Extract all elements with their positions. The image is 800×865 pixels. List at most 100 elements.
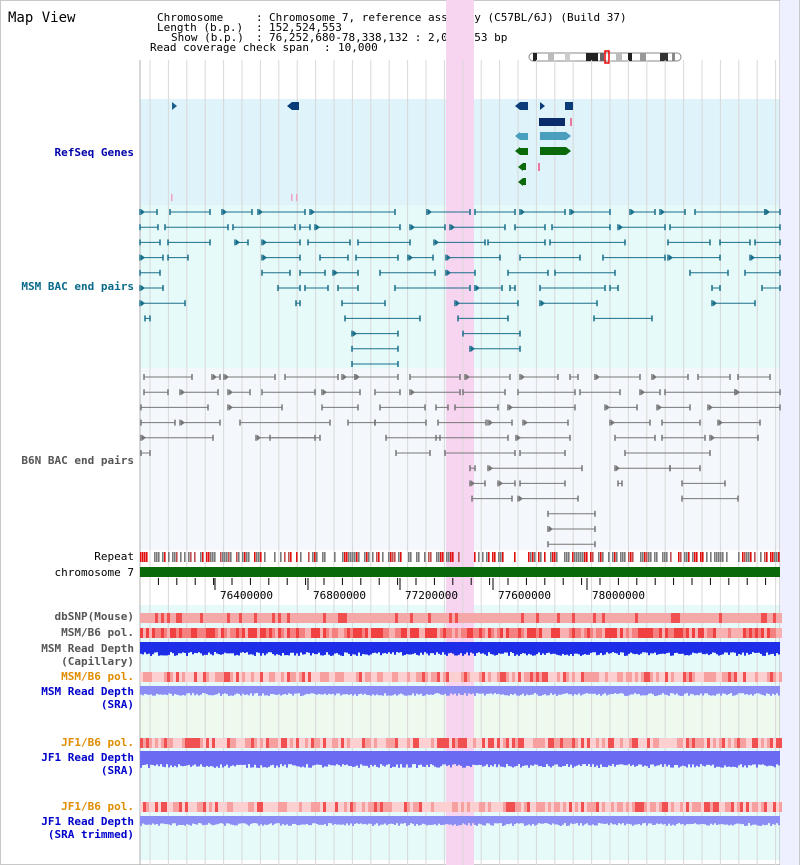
- jf1-pol-cell: [692, 738, 695, 748]
- dbsnp-cell: [680, 613, 683, 623]
- msm-sra-depth-bar: [294, 686, 296, 694]
- msm-capillary-depth-bar: [208, 642, 210, 653]
- jf1-trimmed-depth-bar: [392, 816, 394, 824]
- msm-sra-depth-bar: [772, 686, 774, 694]
- jf1-pol-cell: [506, 738, 509, 748]
- jf1-trimmed-depth-bar: [752, 816, 754, 825]
- msm-capillary-depth-bar: [634, 642, 636, 655]
- jf1-trimmed-depth-bar: [750, 816, 752, 826]
- msm-capillary-depth-bar: [272, 642, 274, 655]
- msm-sra-depth-bar: [638, 686, 640, 695]
- msm-capillary-depth-bar: [402, 642, 404, 656]
- msm-pol-sra-cell: [425, 672, 428, 682]
- dbsnp-label[interactable]: dbSNP(Mouse): [54, 610, 134, 623]
- jf1-pol-2-cell: [263, 802, 266, 812]
- jf1-pol-cell: [302, 738, 305, 748]
- jf1-sra-depth-bar: [734, 751, 736, 767]
- msm-sra-depth-bar: [406, 686, 408, 696]
- jf1-sra-depth-bar: [606, 751, 608, 768]
- msm-pol-sra-cell: [299, 672, 302, 682]
- msm-pol-cell: [749, 628, 752, 638]
- jf1-pol-cell: [587, 738, 590, 748]
- msm-pol-cell: [686, 628, 689, 638]
- msm-capillary-depth-bar: [440, 642, 442, 655]
- jf1-pol-2-cell: [254, 802, 257, 812]
- repeat-element: [488, 552, 490, 562]
- dbsnp-cell: [263, 613, 266, 623]
- jf1-pol-2-label[interactable]: JF1/B6 pol.: [61, 800, 134, 813]
- msm-sra-depth-bar: [420, 686, 422, 694]
- jf1-pol-cell: [740, 738, 743, 748]
- jf1-sra-depth-bar: [562, 751, 564, 767]
- jf1-sra-depth-bar: [444, 751, 446, 765]
- jf1-depth-label[interactable]: JF1 Read Depth: [41, 751, 134, 764]
- msm-bac-arrow: [471, 345, 475, 352]
- jf1-sra-depth-bar: [282, 751, 284, 767]
- jf1-pol-2-cell: [428, 802, 431, 812]
- msm-pol-label[interactable]: MSM/B6 pol.: [61, 626, 134, 639]
- msm-sra-depth-bar: [670, 686, 672, 694]
- msm-sra-depth-bar: [318, 686, 320, 694]
- msm-capillary-depth-bar: [168, 642, 170, 655]
- jf1-pol-cell: [776, 738, 779, 748]
- jf1-pol-cell: [281, 738, 284, 748]
- jf1-sra-depth-bar: [548, 751, 550, 767]
- dbsnp-cell: [665, 613, 668, 623]
- repeat-element: [620, 552, 622, 562]
- msm-depth-sra-label[interactable]: MSM Read Depth: [41, 685, 134, 698]
- msm-bac-arrow: [236, 239, 240, 246]
- jf1-trimmed-depth-bar: [602, 816, 604, 824]
- jf1-trimmed-depth-bar: [762, 816, 764, 825]
- dbsnp-cell: [551, 613, 554, 623]
- jf1-trimmed-depth-label[interactable]: JF1 Read Depth: [41, 815, 134, 828]
- msm-capillary-depth-bar: [342, 642, 344, 656]
- jf1-trimmed-depth-bar: [378, 816, 380, 826]
- repeat-element: [212, 552, 214, 562]
- msm-sra-depth-bar: [272, 686, 274, 695]
- jf1-pol-2-cell: [425, 802, 428, 812]
- jf1-trimmed-depth-bar: [680, 816, 682, 825]
- show-info-label: Show (b.p.): [171, 31, 244, 44]
- jf1-sra-depth-bar: [372, 751, 374, 767]
- msm-depth-capillary-label[interactable]: MSM Read Depth: [41, 642, 134, 655]
- jf1-sra-depth-bar: [212, 751, 214, 767]
- repeat-element: [258, 552, 260, 562]
- jf1-trimmed-depth-bar: [670, 816, 672, 826]
- msm-pol-sra-cell: [368, 672, 371, 682]
- dbsnp-cell: [683, 613, 686, 623]
- repeat-element: [364, 552, 366, 562]
- jf1-pol-cell: [413, 738, 416, 748]
- jf1-pol-cell: [284, 738, 287, 748]
- b6n-bac-label[interactable]: B6N BAC end pairs: [21, 454, 134, 467]
- msm-pol-sra-cell: [656, 672, 659, 682]
- jf1-sra-depth-bar: [728, 751, 730, 767]
- msm-pol-sra-label[interactable]: MSM/B6 pol.: [61, 670, 134, 683]
- jf1-trimmed-depth-bar: [142, 816, 144, 824]
- msm-pol-cell: [302, 628, 305, 638]
- jf1-sra-depth-bar: [614, 751, 616, 767]
- msm-pol-sra-cell: [638, 672, 641, 682]
- jf1-pol-label[interactable]: JF1/B6 pol.: [61, 736, 134, 749]
- msm-bac-label[interactable]: MSM BAC end pairs: [21, 280, 134, 293]
- refseq-genes-label[interactable]: RefSeq Genes: [54, 146, 134, 159]
- jf1-pol-cell: [194, 738, 197, 748]
- msm-pol-sra-cell: [281, 672, 284, 682]
- msm-pol-cell: [182, 628, 185, 638]
- msm-sra-depth-bar: [444, 686, 446, 694]
- msm-capillary-depth-bar: [280, 642, 282, 656]
- jf1-trimmed-depth-bar: [422, 816, 424, 824]
- axis-tick-label: 77200000: [405, 589, 458, 602]
- jf1-sra-depth-bar: [540, 751, 542, 767]
- jf1-pol-cell: [227, 738, 230, 748]
- jf1-pol-2-cell: [533, 802, 536, 812]
- repeat-element: [578, 552, 580, 562]
- jf1-trimmed-depth-bar: [168, 816, 170, 825]
- msm-pol-cell: [590, 628, 593, 638]
- msm-pol-sra-cell: [590, 672, 593, 682]
- msm-pol-cell: [500, 628, 503, 638]
- msm-pol-cell: [266, 628, 269, 638]
- msm-sra-depth-bar: [336, 686, 338, 694]
- gene-mark: [291, 194, 293, 201]
- jf1-sra-depth-bar: [456, 751, 458, 766]
